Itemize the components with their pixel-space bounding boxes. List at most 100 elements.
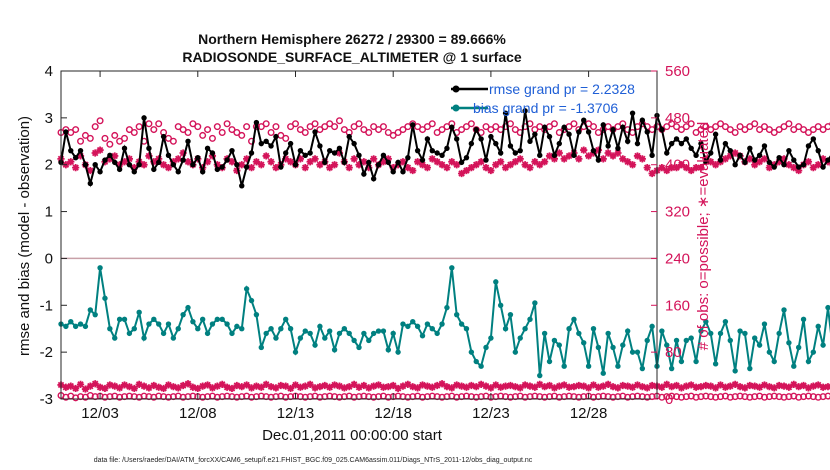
evaluated-point-low [125, 383, 133, 391]
evaluated-point-low [560, 381, 568, 389]
possible-point [511, 126, 519, 134]
evaluated-point [624, 158, 632, 166]
x-tick-label: 12/13 [277, 405, 315, 422]
evaluated-point-low [291, 381, 300, 389]
possible-point [785, 120, 793, 128]
bias-point [107, 326, 113, 332]
evaluated-point [76, 152, 85, 160]
bias-point [703, 318, 709, 325]
rmse-point [463, 154, 470, 161]
bias-point [610, 344, 616, 351]
y-tick-label-right: 400 [665, 157, 690, 174]
possible-point [462, 123, 470, 131]
evaluated-point-low [86, 382, 94, 390]
evaluated-point-low [116, 384, 124, 392]
evaluated-point [672, 164, 681, 172]
rmse-point [786, 147, 792, 154]
bias-point [77, 321, 84, 327]
evaluated-point-low [130, 384, 138, 393]
rmse-point [165, 152, 172, 159]
y-tick-label-left: 1 [45, 204, 53, 221]
bias-point [405, 323, 411, 330]
evaluated-point-low [575, 381, 583, 390]
rmse-point [795, 164, 802, 170]
bias-point [664, 342, 670, 348]
evaluated-point-low [179, 381, 187, 390]
rmse-point [224, 157, 230, 163]
rmse-point [620, 124, 626, 130]
evaluated-point-low [384, 383, 392, 391]
evaluated-point [409, 166, 417, 175]
possible-point [673, 123, 681, 131]
possible-point [169, 137, 177, 145]
bias-point [805, 358, 812, 365]
evaluated-point-low [404, 380, 412, 388]
bias-point [722, 318, 729, 325]
bias-point [752, 335, 758, 341]
evaluated-point-low [501, 382, 510, 390]
bias-point [82, 323, 89, 330]
y-tick-label-right: 160 [665, 297, 690, 314]
possible-point [111, 131, 119, 139]
possible-point [824, 123, 830, 131]
evaluated-point [169, 158, 177, 166]
evaluated-point-low [814, 381, 822, 389]
evaluated-point [174, 155, 182, 163]
possible-point [819, 126, 827, 134]
possible-point [814, 123, 822, 131]
possible-point [101, 134, 109, 142]
bias-point [605, 330, 611, 337]
bias-point [195, 326, 201, 332]
evaluated-point-low [145, 384, 153, 392]
rmse-point [297, 147, 304, 154]
rmse-point [610, 126, 616, 133]
evaluated-point [111, 152, 119, 160]
rmse-point [302, 152, 308, 159]
evaluated-point-low [311, 384, 319, 392]
rmse-point [742, 159, 748, 166]
possible-point [731, 128, 739, 136]
evaluated-point-low [365, 384, 373, 392]
evaluated-point [819, 155, 827, 163]
bias-point [341, 326, 348, 332]
bias-point [820, 342, 826, 348]
evaluated-point-low [135, 380, 143, 388]
evaluated-point [668, 164, 676, 172]
evaluated-point-low [721, 383, 729, 391]
possible-point [223, 120, 231, 128]
chart-title-line2: RADIOSONDE_SURFACE_ALTIMETER @ 1 surface [182, 49, 522, 65]
evaluated-point [443, 164, 451, 172]
tick-layer: 12/03 12/08 12/13 12/18 12/23 12/28 -3 -2 -1 0 1 2 3… [40, 63, 690, 422]
evaluated-point [487, 166, 495, 175]
bias-point [102, 295, 108, 301]
evaluated-point [116, 161, 124, 169]
rmse-point [522, 108, 528, 114]
evaluated-point [526, 164, 534, 172]
evaluated-point [707, 158, 715, 166]
evaluated-point [633, 152, 642, 160]
evaluated-point-low [174, 384, 182, 392]
possible-point [458, 126, 466, 134]
rmse-point [747, 145, 753, 152]
evaluated-point-low [521, 381, 529, 389]
bias-point [370, 330, 377, 337]
x-tick-label: 12/23 [472, 405, 510, 422]
possible-point [800, 126, 808, 134]
x-tick-label: 12/28 [570, 405, 608, 422]
possible-point [770, 128, 778, 136]
plot-border [60, 70, 658, 400]
y-tick-label-left: -3 [40, 391, 53, 408]
rmse-point [683, 136, 690, 142]
bias-point [239, 326, 245, 332]
rmse-point [439, 152, 445, 159]
bias-point [497, 302, 504, 308]
possible-point [668, 120, 676, 128]
possible-point [340, 126, 348, 134]
evaluated-point [511, 158, 519, 166]
rmse-point [712, 131, 719, 137]
bias-point [419, 333, 426, 339]
evaluated-point [326, 164, 334, 172]
possible-point [790, 126, 798, 134]
legend-rmse-marker [452, 85, 460, 93]
possible-point [751, 120, 759, 128]
